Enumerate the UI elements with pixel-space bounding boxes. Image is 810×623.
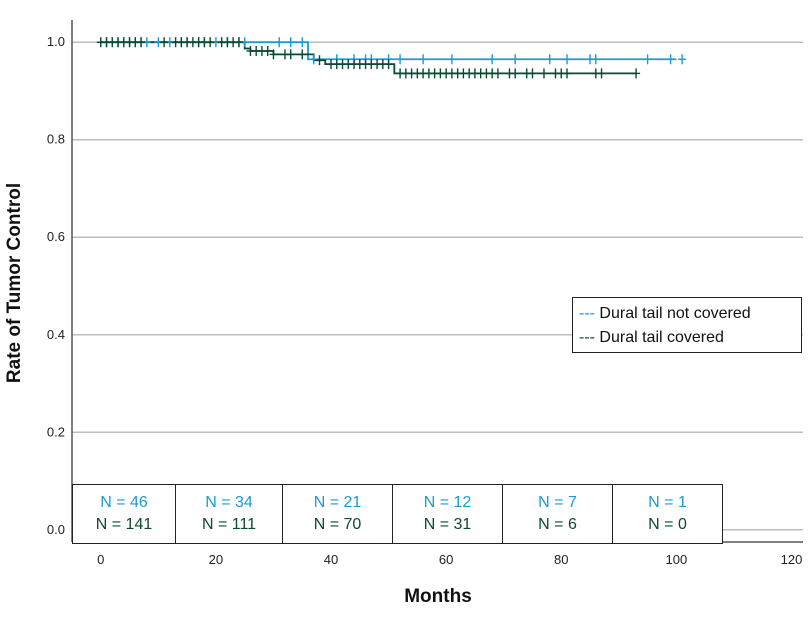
risk-cell: N = 12 N = 31: [392, 485, 502, 543]
risk-value-not-covered: N = 46: [100, 494, 148, 511]
censor-mark: [160, 37, 169, 48]
censor-mark: [137, 37, 146, 48]
x-tick-label: 40: [324, 552, 338, 567]
y-tick-label: 0.8: [47, 132, 65, 147]
censor-mark: [419, 54, 428, 65]
risk-cell: N = 21 N = 70: [282, 485, 392, 543]
risk-cell: N = 7 N = 6: [502, 485, 612, 543]
y-tick-label: 0.0: [47, 522, 65, 537]
censor-mark: [493, 68, 502, 79]
risk-value-not-covered: N = 21: [313, 494, 362, 511]
risk-cell: N = 46 N = 141: [73, 485, 175, 543]
censor-mark: [263, 45, 272, 56]
censor-mark: [678, 54, 687, 65]
censor-mark: [286, 49, 295, 60]
legend-swatch: ---: [579, 329, 595, 346]
y-tick-label: 0.4: [47, 327, 65, 342]
censor-mark: [539, 68, 548, 79]
censor-mark: [591, 54, 600, 65]
censor-mark: [234, 37, 243, 48]
risk-value-not-covered: N = 34: [205, 494, 253, 511]
risk-cell: N = 1 N = 0: [612, 485, 722, 543]
censor-mark: [511, 68, 520, 79]
censor-mark: [545, 54, 554, 65]
censor-mark: [447, 54, 456, 65]
y-tick-label: 0.6: [47, 229, 65, 244]
y-tick-label: 0.2: [47, 424, 65, 439]
censor-mark: [666, 54, 675, 65]
risk-value-covered: N = 31: [423, 516, 472, 533]
risk-value-not-covered: N = 12: [423, 494, 472, 511]
censor-mark: [269, 49, 278, 60]
censor-mark: [206, 37, 215, 48]
risk-value-covered: N = 0: [648, 516, 687, 533]
censor-mark: [597, 68, 606, 79]
y-tick-label: 1.0: [47, 34, 65, 49]
censor-mark: [563, 54, 572, 65]
at-risk-table: N = 46 N = 141 N = 34 N = 111 N = 21 N = 70 N …: [72, 484, 723, 544]
x-tick-label: 0: [97, 552, 104, 567]
risk-value-not-covered: N = 1: [648, 494, 687, 511]
x-tick-label: 120: [781, 552, 803, 567]
censor-mark: [309, 54, 318, 65]
legend: --- Dural tail not covered --- Dural tai…: [572, 297, 802, 353]
y-axis-label: Rate of Tumor Control: [4, 183, 25, 383]
censor-mark: [315, 55, 324, 66]
x-tick-label: 100: [666, 552, 688, 567]
censor-mark: [528, 68, 537, 79]
censor-mark: [632, 68, 641, 79]
censor-mark: [286, 37, 295, 48]
censor-mark: [275, 37, 284, 48]
x-tick-label: 20: [209, 552, 223, 567]
censor-mark: [563, 68, 572, 79]
censor-mark: [488, 54, 497, 65]
censor-mark: [298, 49, 307, 60]
legend-label: Dural tail not covered: [594, 305, 751, 322]
censor-mark: [396, 54, 405, 65]
censor-mark: [298, 37, 307, 48]
legend-label: Dural tail covered: [594, 329, 724, 346]
x-tick-label: 80: [554, 552, 568, 567]
censor-mark: [643, 54, 652, 65]
risk-value-covered: N = 6: [538, 516, 577, 533]
legend-swatch: ---: [579, 305, 595, 322]
x-tick-label: 60: [439, 552, 453, 567]
risk-value-not-covered: N = 7: [538, 494, 577, 511]
risk-value-covered: N = 141: [95, 516, 153, 533]
risk-value-covered: N = 111: [201, 516, 257, 533]
x-axis-label: Months: [404, 586, 472, 607]
risk-value-covered: N = 70: [313, 516, 362, 533]
censor-mark: [511, 54, 520, 65]
legend-item-not-covered: --- Dural tail not covered: [579, 302, 795, 326]
legend-item-covered: --- Dural tail covered: [579, 326, 795, 350]
censor-mark: [384, 59, 393, 70]
risk-cell: N = 34 N = 111: [175, 485, 282, 543]
